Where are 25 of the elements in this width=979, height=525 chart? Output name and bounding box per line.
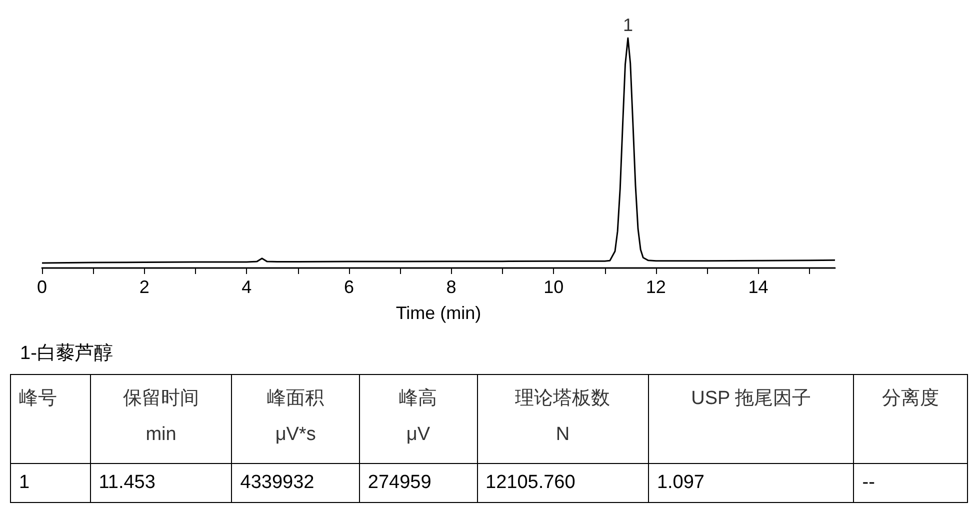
text: USP 拖尾因子 <box>648 374 854 464</box>
x-tick-label: 0 <box>36 277 48 297</box>
x-tick-label: 4 <box>242 277 252 297</box>
x-tick-label: 10 <box>544 277 564 297</box>
text: 274959 <box>359 464 477 502</box>
x-tick-label: 6 <box>344 277 354 297</box>
x-tick-label: 12 <box>646 277 666 297</box>
x-axis-title: Time (min) <box>396 303 482 323</box>
text: 峰面积 μV*s <box>232 374 360 464</box>
text: 1-白藜芦醇 <box>20 342 114 366</box>
annotation: 1 <box>622 15 633 35</box>
text: 1 <box>10 464 90 502</box>
text: 1.097 <box>648 464 854 502</box>
x-tick-label: 8 <box>446 277 456 297</box>
x-tick-label: 2 <box>139 277 150 297</box>
text: 11.453 <box>90 464 232 502</box>
text: 保留时间 min <box>90 374 232 464</box>
text: 12105.760 <box>477 464 648 502</box>
text: 峰号 <box>10 374 90 464</box>
text: -- <box>854 464 968 502</box>
text: 理论塔板数 N <box>477 374 648 464</box>
text: 分离度 <box>854 374 968 464</box>
text: 4339932 <box>232 464 360 502</box>
text: 峰高 μV <box>359 374 477 464</box>
x-tick-label: 14 <box>748 277 768 297</box>
